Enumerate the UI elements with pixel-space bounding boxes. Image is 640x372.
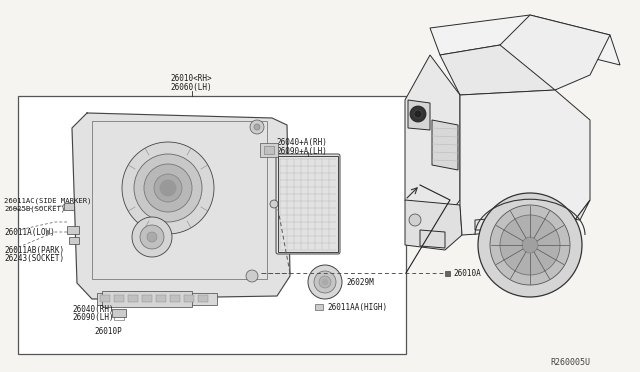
- Circle shape: [270, 200, 278, 208]
- Circle shape: [154, 174, 182, 202]
- Circle shape: [500, 215, 560, 275]
- Polygon shape: [432, 120, 458, 170]
- Bar: [142, 295, 152, 302]
- Polygon shape: [500, 15, 610, 90]
- Circle shape: [246, 270, 258, 282]
- Bar: [112, 309, 126, 317]
- Polygon shape: [420, 230, 445, 248]
- Text: 26025B(SOCKET): 26025B(SOCKET): [4, 205, 65, 212]
- FancyBboxPatch shape: [276, 154, 340, 254]
- Bar: [170, 295, 180, 302]
- Circle shape: [314, 271, 336, 293]
- Bar: [67, 226, 79, 234]
- Text: 26060(LH): 26060(LH): [170, 83, 212, 92]
- Text: 26011AA(HIGH): 26011AA(HIGH): [327, 303, 387, 312]
- Circle shape: [134, 154, 202, 222]
- Circle shape: [147, 232, 157, 242]
- Bar: [156, 295, 166, 302]
- Bar: [128, 295, 138, 302]
- Bar: [315, 304, 323, 310]
- Circle shape: [250, 120, 264, 134]
- Circle shape: [308, 265, 342, 299]
- Circle shape: [254, 124, 260, 130]
- Bar: [102, 291, 192, 307]
- Bar: [18, 96, 406, 354]
- Circle shape: [132, 217, 172, 257]
- Bar: [69, 237, 79, 244]
- Polygon shape: [440, 45, 580, 95]
- Circle shape: [490, 205, 570, 285]
- Bar: [97, 293, 217, 305]
- Circle shape: [409, 214, 421, 226]
- Bar: [260, 143, 278, 157]
- Polygon shape: [72, 113, 290, 299]
- Circle shape: [160, 180, 176, 196]
- Text: 26040(RH): 26040(RH): [72, 305, 114, 314]
- Circle shape: [522, 237, 538, 253]
- Polygon shape: [430, 15, 620, 65]
- Circle shape: [410, 106, 426, 122]
- Text: 26010P: 26010P: [94, 327, 122, 336]
- Circle shape: [319, 276, 331, 288]
- Text: R260005U: R260005U: [550, 358, 590, 367]
- Bar: [278, 156, 338, 252]
- Polygon shape: [405, 200, 462, 250]
- Circle shape: [414, 110, 422, 118]
- Bar: [264, 146, 274, 154]
- Bar: [184, 295, 194, 302]
- Text: 26243(SOCKET): 26243(SOCKET): [4, 254, 64, 263]
- Bar: [114, 295, 124, 302]
- Polygon shape: [405, 55, 460, 225]
- Circle shape: [322, 279, 328, 285]
- Bar: [100, 295, 110, 302]
- Text: 26011A(LOW): 26011A(LOW): [4, 228, 55, 237]
- Text: 26011AB(PARK): 26011AB(PARK): [4, 246, 64, 255]
- Text: 26040+A(RH): 26040+A(RH): [276, 138, 327, 147]
- Polygon shape: [475, 200, 590, 230]
- Text: 26090+A(LH): 26090+A(LH): [276, 147, 327, 156]
- Bar: [64, 203, 74, 210]
- Circle shape: [122, 142, 214, 234]
- Text: 26010<RH>: 26010<RH>: [170, 74, 212, 83]
- Bar: [445, 270, 450, 276]
- Polygon shape: [460, 90, 590, 235]
- Circle shape: [144, 164, 192, 212]
- Bar: [198, 295, 208, 302]
- Bar: [92, 121, 267, 279]
- Text: 26090(LH): 26090(LH): [72, 313, 114, 322]
- Text: 26029M: 26029M: [346, 278, 374, 287]
- Circle shape: [478, 193, 582, 297]
- Text: 26010A: 26010A: [453, 269, 481, 278]
- Text: 26011AC(SIDE MARKER): 26011AC(SIDE MARKER): [4, 197, 92, 203]
- Polygon shape: [408, 100, 430, 130]
- Circle shape: [140, 225, 164, 249]
